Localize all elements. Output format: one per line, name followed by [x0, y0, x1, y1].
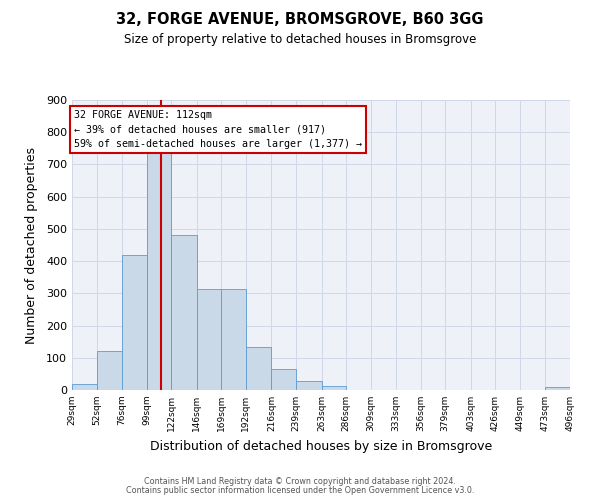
Text: 32 FORGE AVENUE: 112sqm
← 39% of detached houses are smaller (917)
59% of semi-d: 32 FORGE AVENUE: 112sqm ← 39% of detache…	[74, 110, 362, 150]
Bar	[72, 384, 97, 390]
Bar	[545, 388, 570, 390]
Text: Contains public sector information licensed under the Open Government Licence v3: Contains public sector information licen…	[126, 486, 474, 495]
Bar	[197, 288, 221, 390]
Bar	[97, 350, 122, 390]
Bar	[221, 288, 246, 390]
Bar	[146, 153, 171, 390]
Text: 32, FORGE AVENUE, BROMSGROVE, B60 3GG: 32, FORGE AVENUE, BROMSGROVE, B60 3GG	[116, 12, 484, 28]
X-axis label: Distribution of detached houses by size in Bromsgrove: Distribution of detached houses by size …	[150, 440, 492, 452]
Y-axis label: Number of detached properties: Number of detached properties	[25, 146, 38, 344]
Bar	[122, 254, 146, 390]
Text: Contains HM Land Registry data © Crown copyright and database right 2024.: Contains HM Land Registry data © Crown c…	[144, 477, 456, 486]
Bar	[271, 369, 296, 390]
Bar	[296, 381, 322, 390]
Bar	[171, 236, 197, 390]
Bar	[246, 347, 271, 390]
Text: Size of property relative to detached houses in Bromsgrove: Size of property relative to detached ho…	[124, 32, 476, 46]
Bar	[322, 386, 346, 390]
